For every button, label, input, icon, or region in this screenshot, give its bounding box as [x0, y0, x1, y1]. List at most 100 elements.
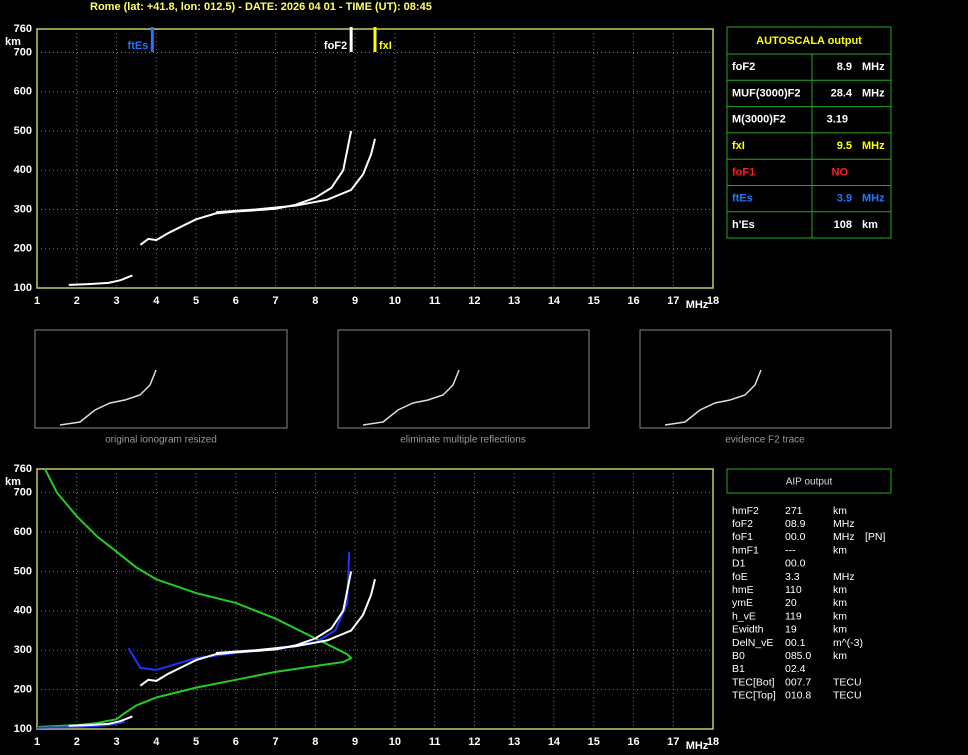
x-tick-label: 1 [34, 295, 40, 307]
aip-cell: 007.7 [785, 676, 811, 688]
y-tick-label: 500 [14, 565, 32, 577]
aip-cell: Ewidth [732, 624, 764, 636]
x-tick-label: 10 [389, 736, 401, 748]
x-tick-label: 16 [627, 295, 639, 307]
x-tick-label: 4 [153, 736, 160, 748]
row-value: NO [832, 166, 849, 178]
row-value: 3.9 [837, 193, 852, 205]
y-tick-label: 400 [14, 605, 32, 617]
x-tick-label: 6 [233, 295, 239, 307]
x-tick-label: 18 [707, 295, 719, 307]
row-name: h'Es [732, 219, 755, 231]
thumbnail-trace [59, 369, 157, 426]
aip-cell: ymE [732, 597, 753, 609]
x-tick-label: 8 [312, 295, 318, 307]
y-axis-label: km [5, 36, 21, 48]
aip-cell: foE [732, 571, 748, 583]
trace [68, 715, 133, 727]
thumbnail-frame [337, 329, 590, 429]
aip-cell: km [833, 544, 847, 556]
y-tick-label: 700 [14, 487, 32, 499]
y-tick-label: 200 [14, 243, 32, 255]
x-tick-label: 11 [429, 736, 441, 748]
x-tick-label: 6 [233, 736, 239, 748]
thumbnail-frame [34, 329, 288, 429]
x-tick-label: 16 [627, 736, 639, 748]
aip-cell: m^(-3) [833, 637, 863, 649]
thumbnail-trace [664, 369, 762, 426]
x-tick-label: 13 [508, 736, 520, 748]
x-tick-label: 5 [193, 295, 199, 307]
aip-cell: 19 [785, 624, 797, 636]
aip-cell: km [833, 584, 847, 596]
plot-frame [36, 468, 714, 730]
aip-title: AIP output [786, 477, 833, 488]
x-tick-label: 8 [312, 736, 318, 748]
x-tick-label: 13 [508, 295, 520, 307]
aip-cell: 010.8 [785, 690, 811, 702]
aip-cell: DelN_vE [732, 637, 773, 649]
trace [139, 130, 353, 246]
x-tick-label: 11 [429, 295, 441, 307]
aip-cell: [PN] [865, 531, 886, 543]
y-tick-label: 700 [14, 46, 32, 58]
y-axis-label: km [5, 476, 21, 488]
x-tick-label: 18 [707, 736, 719, 748]
trace [36, 720, 125, 729]
x-axis-label: MHz [686, 740, 709, 752]
row-name: fxI [732, 140, 745, 152]
y-tick-label: 600 [14, 86, 32, 98]
aip-cell: B0 [732, 650, 745, 662]
aip-cell: TEC[Bot] [732, 676, 775, 688]
y-tick-label: 760 [14, 23, 32, 35]
y-tick-label: 100 [14, 282, 32, 294]
row-unit: MHz [862, 87, 885, 99]
thumbnail-frame [639, 329, 892, 429]
thumbnail-caption: original ionogram resized [105, 435, 217, 446]
trace [215, 138, 376, 214]
trace [36, 468, 353, 728]
aip-cell: km [833, 505, 847, 517]
row-name: foF1 [732, 166, 755, 178]
aip-cell: 110 [785, 584, 802, 596]
trace [139, 571, 353, 687]
x-axis-label: MHz [686, 299, 709, 311]
row-value: 9.5 [837, 140, 852, 152]
x-tick-label: 9 [352, 295, 358, 307]
aip-cell: B1 [732, 663, 745, 675]
row-value: 28.4 [831, 87, 853, 99]
thumbnail-trace [362, 369, 460, 426]
trace [215, 579, 376, 654]
row-unit: MHz [862, 140, 885, 152]
aip-cell: km [833, 610, 847, 622]
plot-frame [36, 28, 714, 289]
thumbnails: original ionogram resized eliminate mult… [34, 329, 892, 446]
row-unit: MHz [862, 61, 885, 73]
aip-cell: 08.9 [785, 518, 806, 530]
aip-cell: --- [785, 544, 796, 556]
x-tick-label: 2 [74, 736, 80, 748]
aip-cell: 119 [785, 610, 802, 622]
row-name: MUF(3000)F2 [732, 87, 800, 99]
row-name: ftEs [732, 193, 753, 205]
y-tick-label: 200 [14, 684, 32, 696]
aip-cell: 00.0 [785, 558, 806, 570]
x-tick-label: 9 [352, 736, 358, 748]
x-tick-label: 10 [389, 295, 401, 307]
x-tick-label: 7 [273, 295, 279, 307]
x-tick-label: 3 [113, 736, 119, 748]
aip-cell: km [833, 597, 847, 609]
aip-cell: 02.4 [785, 663, 806, 675]
thumbnail-caption: evidence F2 trace [725, 435, 805, 446]
marker-label: foF2 [324, 40, 347, 52]
aip-cell: hmF2 [732, 505, 759, 517]
y-tick-label: 400 [14, 164, 32, 176]
aip-cell: 271 [785, 505, 803, 517]
aip-cell: 00.0 [785, 531, 806, 543]
aip-cell: foF2 [732, 518, 753, 530]
marker-label: fxI [379, 40, 392, 52]
aip-cell: 20 [785, 597, 797, 609]
